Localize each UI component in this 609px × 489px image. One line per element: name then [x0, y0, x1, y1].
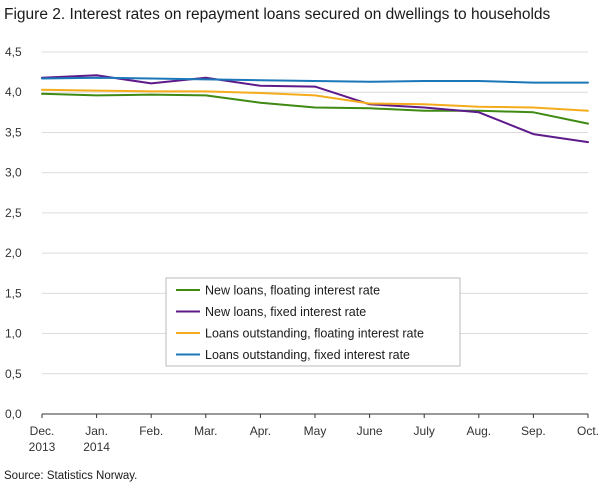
y-tick-label: 3,5	[5, 125, 22, 139]
legend-label: New loans, floating interest rate	[205, 284, 380, 298]
series-lines	[41, 74, 589, 144]
legend-label: Loans outstanding, floating interest rat…	[205, 327, 424, 341]
x-tick-label: Apr.	[250, 424, 271, 438]
x-tick-label: 2014	[83, 440, 110, 454]
legend: New loans, floating interest rate New loa…	[165, 277, 461, 367]
y-tick-label: 2,0	[5, 246, 22, 260]
x-axis-ticks: Dec. 2013 Jan. 2014 Feb. Mar. Apr. May June July A…	[29, 414, 599, 454]
y-tick-label: 2,5	[5, 206, 22, 220]
legend-label: New loans, fixed interest rate	[205, 305, 366, 319]
y-tick-label: 0,5	[5, 367, 22, 381]
x-tick-label: July	[414, 424, 435, 438]
series-line	[41, 88, 589, 112]
x-tick-label: May	[304, 424, 327, 438]
series-line	[41, 74, 589, 144]
x-tick-label: Oct.	[577, 424, 599, 438]
y-tick-label: 4,0	[5, 85, 22, 99]
x-tick-label: Sep.	[521, 424, 546, 438]
x-tick-label: Jan.	[85, 424, 108, 438]
y-tick-label: 3,0	[5, 166, 22, 180]
x-tick-label: Feb.	[139, 424, 163, 438]
chart-title: Figure 2. Interest rates on repayment lo…	[4, 6, 551, 23]
y-tick-label: 4,5	[5, 45, 22, 59]
x-tick-label: June	[357, 424, 383, 438]
x-tick-label: Mar.	[194, 424, 217, 438]
y-tick-label: 1,0	[5, 327, 22, 341]
y-tick-label: 0,0	[5, 407, 22, 421]
legend-label: Loans outstanding, fixed interest rate	[205, 348, 410, 362]
y-axis-ticks: 0,0 0,5 1,0 1,5 2,0 2,5 3,0 3,5 4,0 4,5	[5, 45, 22, 421]
series-line	[41, 92, 589, 125]
y-tick-label: 1,5	[5, 286, 22, 300]
legend-box	[165, 277, 461, 367]
x-tick-label: Dec.	[30, 424, 55, 438]
series-line	[41, 76, 589, 84]
x-tick-label: 2013	[29, 440, 56, 454]
x-tick-label: Aug.	[466, 424, 491, 438]
source-note: Source: Statistics Norway.	[4, 470, 138, 482]
